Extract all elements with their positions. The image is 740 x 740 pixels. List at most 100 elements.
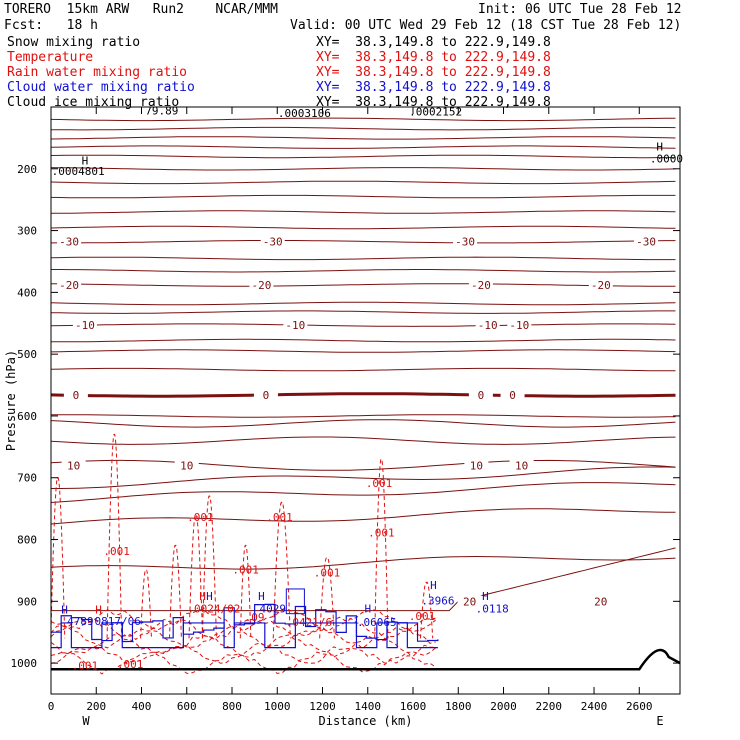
isoline-background bbox=[50, 367, 676, 372]
plot-frame bbox=[50, 106, 681, 695]
isotherm-label: -20 bbox=[251, 279, 271, 292]
isotherm-line-20 bbox=[51, 547, 676, 612]
isotherm-label-bg bbox=[260, 235, 285, 247]
contour-value-label: .0817/06 bbox=[88, 615, 141, 628]
x-tick-label: 2600 bbox=[626, 700, 653, 713]
east-end-label: E bbox=[656, 714, 663, 728]
y-tick-label: 700 bbox=[17, 472, 37, 485]
rain-water-contour bbox=[319, 557, 335, 639]
isotherm-label-bg bbox=[249, 278, 274, 290]
contour-value-label: .001 bbox=[266, 511, 293, 524]
high-marker: H bbox=[61, 604, 68, 617]
y-tick-label: 200 bbox=[17, 163, 37, 176]
isoline-background bbox=[50, 419, 676, 428]
isotherm-label-bg bbox=[174, 459, 199, 471]
cloud-water-contour bbox=[285, 588, 305, 615]
isotherm-label: 0 bbox=[263, 389, 270, 402]
isoline-background bbox=[50, 117, 676, 122]
rain-water-contour bbox=[188, 514, 204, 639]
high-marker: H bbox=[95, 604, 102, 617]
rain-water-contour bbox=[140, 569, 152, 639]
isotherm-label-bg bbox=[57, 235, 82, 247]
rain-water-contour bbox=[419, 581, 434, 639]
isotherm-label: -20 bbox=[59, 279, 79, 292]
isoline-background bbox=[51, 466, 676, 489]
forecast-hour: Fcst: 18 h bbox=[4, 18, 98, 33]
isotherm-label-bg bbox=[468, 388, 493, 400]
y-tick-label: 500 bbox=[17, 348, 37, 361]
isoline-background bbox=[51, 338, 676, 343]
y-axis-label: Pressure (hPa) bbox=[4, 350, 18, 451]
y-tick-label: 300 bbox=[17, 225, 37, 238]
terrain-surface-line bbox=[51, 648, 681, 671]
x-tick-label: 1600 bbox=[400, 700, 427, 713]
isoline-background bbox=[50, 194, 676, 199]
contour-value-label: .001 bbox=[103, 545, 130, 558]
isotherm-label-bg bbox=[588, 595, 613, 607]
rain-water-contour bbox=[272, 501, 291, 639]
west-end-label: W bbox=[82, 714, 90, 728]
x-tick-label: 400 bbox=[132, 700, 152, 713]
isoline-background bbox=[50, 154, 676, 159]
isotherm-label-bg bbox=[634, 235, 659, 247]
isoline-background bbox=[50, 482, 676, 503]
contour-value-label: .001 bbox=[368, 526, 395, 539]
isoline-background bbox=[50, 555, 676, 570]
rain-water-contour bbox=[50, 625, 436, 650]
isoline-background bbox=[50, 508, 676, 525]
legend-snow-label: Snow mixing ratio bbox=[7, 35, 141, 50]
high-marker: H bbox=[206, 590, 213, 603]
isoline-background bbox=[50, 301, 676, 306]
isotherm-line-0 bbox=[50, 392, 676, 398]
isotherm-label-bg bbox=[457, 595, 482, 607]
isotherm-label-bg bbox=[509, 459, 534, 471]
x-tick-label: 1800 bbox=[445, 700, 472, 713]
isotherm-label-bg bbox=[464, 459, 489, 471]
x-tick-label: 1000 bbox=[264, 700, 291, 713]
cloud-water-contour bbox=[51, 622, 438, 649]
y-tick-label: 400 bbox=[17, 286, 37, 299]
isotherm-label-bg bbox=[588, 278, 613, 290]
isotherm-label-bg bbox=[453, 235, 478, 247]
contour-value-label: .06065 bbox=[357, 616, 397, 629]
contour-value-label: 4789 bbox=[67, 615, 94, 628]
isoline-background bbox=[50, 414, 676, 418]
contour-value-label: .09 bbox=[245, 611, 265, 624]
isotherm-label: -10 bbox=[75, 319, 95, 332]
y-tick-label: 1000 bbox=[11, 657, 38, 670]
contour-value-label: .0000 bbox=[650, 153, 683, 166]
isotherm-label: 0 bbox=[509, 389, 516, 402]
rain-water-contour bbox=[168, 544, 182, 639]
valid-time: Valid: 00 UTC Wed 29 Feb 12 (18 CST Tue … bbox=[290, 18, 682, 33]
x-tick-label: 800 bbox=[222, 700, 242, 713]
x-tick-label: 2000 bbox=[490, 700, 517, 713]
isotherm-label: 20 bbox=[463, 595, 476, 608]
isoline-background bbox=[50, 210, 676, 214]
isoline-background bbox=[50, 225, 676, 230]
contour-value-label: .001 bbox=[232, 564, 259, 577]
isotherm-line-10 bbox=[50, 459, 676, 471]
contour-value-label: .001 bbox=[366, 477, 393, 490]
isoline-background bbox=[50, 349, 676, 353]
high-marker: H bbox=[482, 590, 489, 603]
init-time: Init: 06 UTC Tue 28 Feb 12 bbox=[478, 2, 682, 17]
isotherm-line--10 bbox=[50, 323, 676, 327]
isoline-background bbox=[50, 180, 676, 185]
legend-cloud-ice-label: Cloud ice mixing ratio bbox=[7, 95, 180, 110]
contour-value-label: 4029 bbox=[259, 602, 286, 615]
isoline-background bbox=[50, 436, 676, 445]
contour-value-label: 79.89 bbox=[145, 104, 178, 117]
isotherm-label-bg bbox=[507, 319, 532, 331]
rain-water-contour bbox=[239, 544, 252, 639]
isotherm-label: 0 bbox=[73, 389, 80, 402]
isotherm-label-bg bbox=[253, 388, 278, 400]
isotherm-line--20 bbox=[50, 283, 676, 287]
y-tick-label: 600 bbox=[17, 410, 37, 423]
rain-water-contour bbox=[201, 495, 217, 639]
isotherm-label: -30 bbox=[59, 236, 79, 249]
isotherm-label-bg bbox=[72, 319, 97, 331]
contour-value-label: .001 bbox=[72, 659, 99, 672]
contour-value-label: .001 bbox=[409, 610, 436, 623]
isoline-background bbox=[50, 145, 676, 149]
isotherm-label: -20 bbox=[591, 279, 611, 292]
